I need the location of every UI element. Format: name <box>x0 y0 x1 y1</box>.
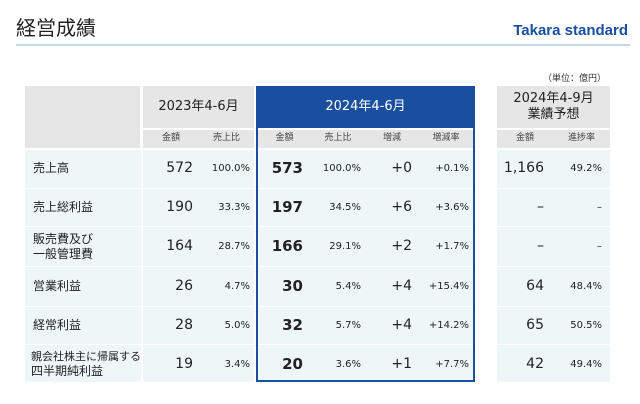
cell-amount-2024: 166 <box>271 237 303 255</box>
cell-ratio-2024: 34.5% <box>329 202 361 213</box>
row-label-sga-line1: 販売費及び <box>33 232 94 246</box>
title-divider <box>16 44 630 46</box>
cell-change-2024: +1 <box>391 356 412 372</box>
cell-change-2024: +2 <box>391 238 412 254</box>
subheader-ratio-2024: 売上比 <box>311 130 365 148</box>
cell-forecast-progress: 50.5% <box>570 320 602 331</box>
cell-amount-2023: 190 <box>166 199 193 215</box>
row-separator <box>25 226 610 227</box>
row-label-net-profit-line1: 親会社株主に帰属する <box>31 350 141 363</box>
cell-change-rate-2024: +14.2% <box>428 320 469 331</box>
row-label-sga: 販売費及び 一般管理費 <box>33 232 93 262</box>
row-label-net-profit: 親会社株主に帰属する 四半期純利益 <box>31 349 141 379</box>
cell-amount-2024: 197 <box>271 198 303 216</box>
unit-note: （単位：億円） <box>542 74 606 84</box>
cell-amount-2023: 26 <box>175 278 193 294</box>
cell-forecast-amount: – <box>537 199 544 215</box>
cell-ratio-2023: 5.0% <box>224 320 250 331</box>
cell-ratio-2023: 28.7% <box>218 241 250 252</box>
row-label-operating-profit: 営業利益 <box>33 279 82 293</box>
cell-change-rate-2024: +15.4% <box>428 281 469 292</box>
row-separator <box>25 306 610 307</box>
cell-amount-2024: 32 <box>282 316 303 334</box>
row-label-net-profit-line2: 四半期純利益 <box>31 364 104 378</box>
cell-amount-2023: 164 <box>166 238 193 254</box>
brand-logo: Takara standard <box>513 22 628 39</box>
cell-forecast-amount: – <box>537 238 544 254</box>
subheader-change-2024: 増減 <box>365 130 419 148</box>
cell-forecast-amount: 65 <box>526 317 544 333</box>
row-separator <box>25 344 610 345</box>
highlight-2024-frame <box>256 86 475 382</box>
cell-forecast-progress: 48.4% <box>570 281 602 292</box>
row-label-gross-profit: 売上総利益 <box>33 200 94 214</box>
subheader-amount-2024: 金額 <box>258 130 311 148</box>
cell-ratio-2024: 5.7% <box>335 320 361 331</box>
cell-change-2024: +0 <box>391 160 412 176</box>
row-separator <box>25 188 610 189</box>
column-divider <box>141 86 143 382</box>
cell-change-2024: +4 <box>391 278 412 294</box>
cell-ratio-2023: 100.0% <box>211 163 250 174</box>
subheader-amount-forecast: 金額 <box>497 130 553 148</box>
cell-change-rate-2024: +1.7% <box>435 241 469 252</box>
cell-ratio-2024: 100.0% <box>322 163 361 174</box>
header-corner <box>25 86 140 148</box>
cell-change-rate-2024: +7.7% <box>435 359 469 370</box>
subheader-progress-forecast: 進捗率 <box>553 130 610 148</box>
cell-forecast-amount: 42 <box>526 356 544 372</box>
cell-amount-2024: 573 <box>271 159 303 177</box>
cell-amount-2024: 20 <box>282 355 303 373</box>
row-label-sales: 売上高 <box>33 161 70 175</box>
cell-forecast-progress: 49.2% <box>570 163 602 174</box>
cell-ratio-2023: 33.3% <box>218 202 250 213</box>
header-2023: 2023年4-6月 <box>143 86 254 128</box>
cell-forecast-amount: 1,166 <box>503 160 544 176</box>
cell-ratio-2024: 3.6% <box>335 359 361 370</box>
cell-ratio-2024: 29.1% <box>329 241 361 252</box>
cell-forecast-progress: – <box>597 202 602 213</box>
cell-amount-2024: 30 <box>282 277 303 295</box>
cell-change-rate-2024: +0.1% <box>435 163 469 174</box>
cell-ratio-2023: 3.4% <box>224 359 250 370</box>
cell-change-2024: +6 <box>391 199 412 215</box>
cell-forecast-progress: – <box>597 241 602 252</box>
cell-forecast-progress: 49.4% <box>570 359 602 370</box>
subheader-amount-2023: 金額 <box>143 130 199 148</box>
header-forecast-line1: 2024年4-9月 <box>513 91 594 106</box>
row-label-ordinary-profit: 経常利益 <box>33 318 82 332</box>
page-title: 経営成績 <box>16 16 96 40</box>
subheader-ratio-2023: 売上比 <box>199 130 254 148</box>
subheader-change-rate-2024: 増減率 <box>419 130 473 148</box>
cell-amount-2023: 572 <box>166 160 193 176</box>
header-forecast-line2: 業績予想 <box>527 107 580 122</box>
cell-forecast-amount: 64 <box>526 278 544 294</box>
cell-change-2024: +4 <box>391 317 412 333</box>
header-forecast: 2024年4-9月 業績予想 <box>497 86 610 128</box>
cell-amount-2023: 28 <box>175 317 193 333</box>
row-label-sga-line2: 一般管理費 <box>33 247 94 261</box>
cell-ratio-2023: 4.7% <box>224 281 250 292</box>
cell-change-rate-2024: +3.6% <box>435 202 469 213</box>
cell-ratio-2024: 5.4% <box>335 281 361 292</box>
row-separator <box>25 266 610 267</box>
header-2024: 2024年4-6月 <box>256 86 475 128</box>
cell-amount-2023: 19 <box>175 356 193 372</box>
